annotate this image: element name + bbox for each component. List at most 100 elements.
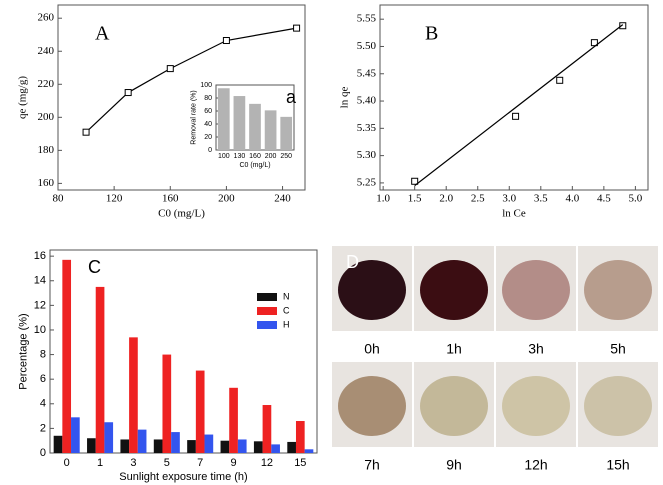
x-tick-label: 100 <box>218 153 230 160</box>
x-axis-label: ln Ce <box>502 208 526 220</box>
y-tick-label: 200 <box>38 111 55 123</box>
x-tick-label: 200 <box>265 153 277 160</box>
data-point <box>293 24 301 32</box>
data-point <box>124 89 132 97</box>
bar <box>262 405 272 453</box>
powder <box>502 376 570 436</box>
photo-caption: 0h <box>364 341 380 357</box>
photo-caption: 9h <box>446 457 462 473</box>
data-point <box>222 37 230 45</box>
panel-label: B <box>425 23 438 45</box>
fit-line <box>414 24 624 187</box>
y-tick-label: 5.30 <box>357 149 377 161</box>
bar <box>87 438 96 453</box>
bar <box>62 259 72 453</box>
y-tick-label: 240 <box>38 45 55 57</box>
x-tick-label: 1.5 <box>408 193 422 205</box>
x-tick-label: 2.0 <box>439 193 453 205</box>
panel: 5.25 5.30 5.35 5.40 5.45 5.50 5.55 1.0 1.5 2.0 2.5… <box>338 4 649 220</box>
y-tick-label: 16 <box>34 250 46 262</box>
bar <box>280 116 293 150</box>
y-tick-label: 5.40 <box>357 95 377 107</box>
y-tick-label: 160 <box>38 177 55 189</box>
x-axis-label: C0 (mg/L) <box>239 162 270 169</box>
y-tick-label: 10 <box>34 324 46 336</box>
y-tick-label: 0 <box>208 147 212 154</box>
plot-frame <box>379 4 649 191</box>
y-tick-label: 5.25 <box>357 176 377 188</box>
bar <box>153 439 163 453</box>
data-point <box>512 112 520 120</box>
photo-caption: 15h <box>606 457 629 473</box>
x-tick-label: 250 <box>280 153 292 160</box>
y-tick-label: 0 <box>40 447 46 459</box>
data-point <box>590 39 598 47</box>
y-tick-label: 5.45 <box>357 67 377 79</box>
x-tick-label: 160 <box>249 153 261 160</box>
legend-label: N <box>283 291 290 301</box>
x-tick-label: 3 <box>130 457 136 469</box>
bar <box>295 421 305 453</box>
bar <box>229 387 238 453</box>
panel: 0 20 40 60 80 100 C0 (mg/L) Removal rate (%) a 10… <box>190 82 297 169</box>
x-tick-label: 7 <box>197 457 203 469</box>
y-tick-label: 260 <box>38 12 55 24</box>
legend-label: H <box>283 319 290 329</box>
x-axis-label: Sunlight exposure time (h) <box>119 471 247 483</box>
y-axis-label: ln qe <box>338 87 350 109</box>
bar <box>253 441 263 453</box>
powder <box>584 376 652 436</box>
bar <box>271 444 280 453</box>
powder <box>338 260 406 320</box>
x-tick-label: 4.5 <box>597 193 611 205</box>
bar <box>71 417 80 453</box>
x-tick-label: 9 <box>231 457 237 469</box>
bar <box>162 354 172 453</box>
x-axis-label: C0 (mg/L) <box>158 208 205 220</box>
y-tick-label: 4 <box>40 398 46 410</box>
x-tick-label: 80 <box>53 193 65 205</box>
panel-label: A <box>95 23 110 45</box>
x-tick-label: 15 <box>294 457 306 469</box>
x-tick-label: 160 <box>162 193 179 205</box>
y-tick-label: 60 <box>204 108 212 115</box>
y-tick-label: 14 <box>34 275 46 287</box>
bar <box>187 440 196 453</box>
photo-caption: 12h <box>524 457 547 473</box>
x-tick-label: 4.0 <box>565 193 579 205</box>
x-tick-label: 2.5 <box>471 193 485 205</box>
x-tick-label: 200 <box>218 193 235 205</box>
x-tick-label: 5.0 <box>629 193 643 205</box>
x-tick-label: 5 <box>164 457 170 469</box>
panel-label: C <box>88 257 101 277</box>
plot-frame <box>49 249 318 454</box>
y-tick-label: 6 <box>40 373 46 385</box>
bar <box>237 439 247 453</box>
bar <box>287 441 296 453</box>
bar <box>233 96 246 150</box>
bar <box>129 337 138 453</box>
x-tick-label: 1.0 <box>376 193 390 205</box>
y-axis-label: Percentage (%) <box>18 313 30 389</box>
powder <box>338 376 406 436</box>
y-tick-label: 5.35 <box>357 122 377 134</box>
x-tick-label: 3.5 <box>534 193 548 205</box>
powder <box>584 260 652 320</box>
y-tick-label: 8 <box>40 348 46 360</box>
legend-swatch <box>257 321 277 329</box>
y-tick-label: 100 <box>200 82 212 89</box>
y-tick-label: 220 <box>38 78 55 90</box>
x-tick-label: 3.0 <box>502 193 516 205</box>
x-tick-label: 240 <box>274 193 291 205</box>
data-point <box>619 22 627 30</box>
panel-label: a <box>286 87 297 107</box>
x-tick-label: 1 <box>97 457 103 469</box>
legend-swatch <box>257 307 277 315</box>
x-tick-label: 130 <box>234 153 246 160</box>
bar <box>137 429 147 453</box>
bar <box>204 434 214 453</box>
y-tick-label: 40 <box>204 121 212 128</box>
y-tick-label: 80 <box>204 95 212 102</box>
